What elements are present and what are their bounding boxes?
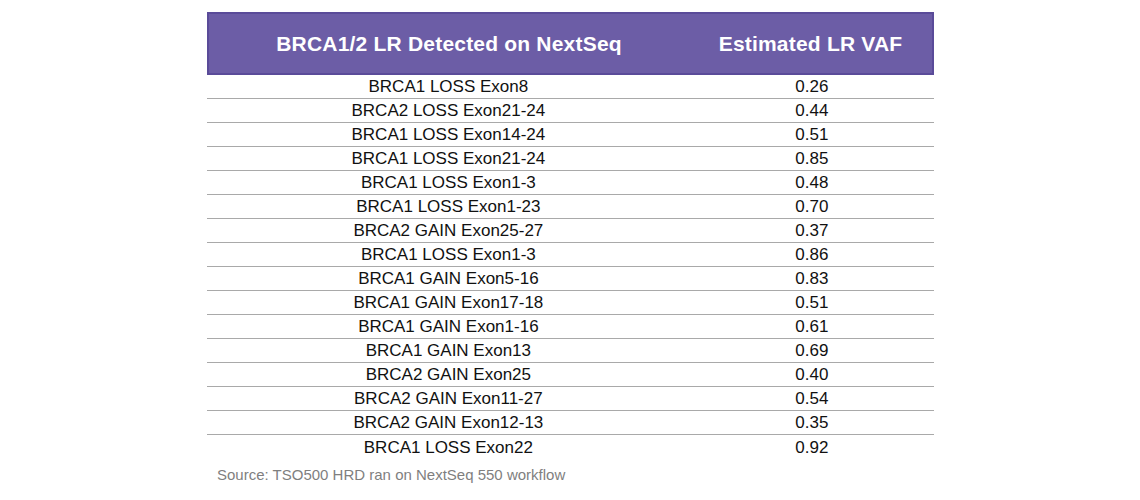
- vaf-cell: 0.70: [690, 198, 934, 215]
- variant-cell: BRCA1 LOSS Exon1-23: [207, 198, 690, 215]
- table-row: BRCA1 LOSS Exon80.26: [207, 75, 934, 99]
- vaf-cell: 0.92: [690, 439, 934, 456]
- vaf-cell: 0.48: [690, 174, 934, 191]
- variant-cell: BRCA1 LOSS Exon1-3: [207, 174, 690, 191]
- vaf-cell: 0.51: [690, 294, 934, 311]
- variant-cell: BRCA1 LOSS Exon8: [207, 78, 690, 95]
- lr-vaf-table: BRCA1/2 LR Detected on NextSeq Estimated…: [207, 12, 934, 459]
- table-row: BRCA1 LOSS Exon1-30.48: [207, 171, 934, 195]
- vaf-cell: 0.51: [690, 126, 934, 143]
- variant-cell: BRCA2 GAIN Exon25-27: [207, 222, 690, 239]
- header-col-vaf: Estimated LR VAF: [689, 14, 932, 73]
- table-row: BRCA1 LOSS Exon1-230.70: [207, 195, 934, 219]
- vaf-cell: 0.86: [690, 246, 934, 263]
- variant-cell: BRCA1 LOSS Exon21-24: [207, 150, 690, 167]
- variant-cell: BRCA1 GAIN Exon1-16: [207, 318, 690, 335]
- variant-cell: BRCA2 LOSS Exon21-24: [207, 102, 690, 119]
- variant-cell: BRCA1 GAIN Exon17-18: [207, 294, 690, 311]
- header-col-variant: BRCA1/2 LR Detected on NextSeq: [209, 14, 689, 73]
- table-row: BRCA2 GAIN Exon12-130.35: [207, 411, 934, 435]
- variant-cell: BRCA1 GAIN Exon13: [207, 342, 690, 359]
- source-note: Source: TSO500 HRD ran on NextSeq 550 wo…: [217, 466, 565, 483]
- variant-cell: BRCA1 LOSS Exon14-24: [207, 126, 690, 143]
- table-row: BRCA1 GAIN Exon130.69: [207, 339, 934, 363]
- variant-cell: BRCA2 GAIN Exon12-13: [207, 414, 690, 431]
- variant-cell: BRCA1 GAIN Exon5-16: [207, 270, 690, 287]
- table-row: BRCA2 GAIN Exon11-270.54: [207, 387, 934, 411]
- table-row: BRCA1 GAIN Exon1-160.61: [207, 315, 934, 339]
- table-row: BRCA2 GAIN Exon25-270.37: [207, 219, 934, 243]
- vaf-cell: 0.44: [690, 102, 934, 119]
- vaf-cell: 0.61: [690, 318, 934, 335]
- table-header: BRCA1/2 LR Detected on NextSeq Estimated…: [207, 12, 934, 75]
- vaf-cell: 0.40: [690, 366, 934, 383]
- variant-cell: BRCA1 LOSS Exon1-3: [207, 246, 690, 263]
- table-row: BRCA1 LOSS Exon220.92: [207, 435, 934, 459]
- vaf-cell: 0.54: [690, 390, 934, 407]
- vaf-cell: 0.37: [690, 222, 934, 239]
- vaf-cell: 0.85: [690, 150, 934, 167]
- table-row: BRCA2 GAIN Exon250.40: [207, 363, 934, 387]
- table-row: BRCA1 GAIN Exon5-160.83: [207, 267, 934, 291]
- table-row: BRCA1 GAIN Exon17-180.51: [207, 291, 934, 315]
- vaf-cell: 0.35: [690, 414, 934, 431]
- table-body: BRCA1 LOSS Exon80.26BRCA2 LOSS Exon21-24…: [207, 75, 934, 459]
- table-row: BRCA2 LOSS Exon21-240.44: [207, 99, 934, 123]
- table-row: BRCA1 LOSS Exon14-240.51: [207, 123, 934, 147]
- table-row: BRCA1 LOSS Exon1-30.86: [207, 243, 934, 267]
- vaf-cell: 0.26: [690, 78, 934, 95]
- variant-cell: BRCA1 LOSS Exon22: [207, 439, 690, 456]
- table-row: BRCA1 LOSS Exon21-240.85: [207, 147, 934, 171]
- vaf-cell: 0.69: [690, 342, 934, 359]
- variant-cell: BRCA2 GAIN Exon25: [207, 366, 690, 383]
- variant-cell: BRCA2 GAIN Exon11-27: [207, 390, 690, 407]
- vaf-cell: 0.83: [690, 270, 934, 287]
